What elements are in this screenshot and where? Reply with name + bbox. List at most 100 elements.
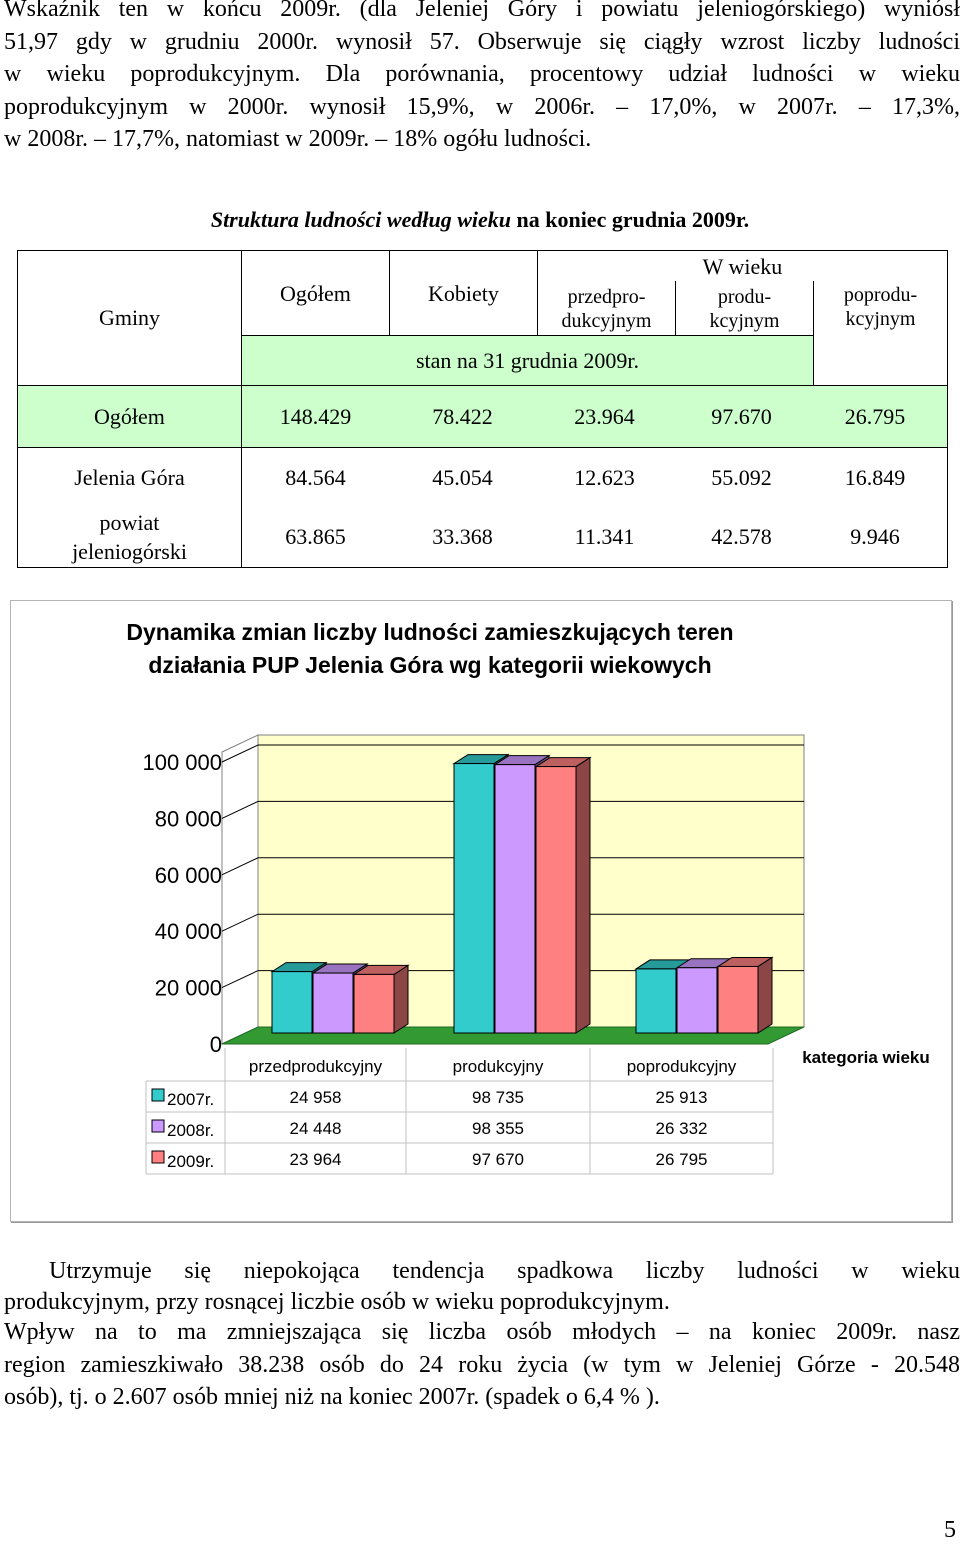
bar-side-2009r. [575, 756, 591, 1034]
table-caption: Struktura ludności według wieku na konie… [0, 207, 960, 233]
cell-przed: 12.623 [574, 464, 635, 490]
cell-popr: 16.849 [844, 464, 906, 490]
population-table: Gminy Ogółem Kobiety W wieku przedpro- d… [17, 250, 948, 568]
bar-2007r.-przedprodukcyjny [271, 971, 313, 1034]
cell-kobiety: 78.422 [432, 403, 493, 429]
col-header-gminy: Gminy [17, 250, 242, 386]
bar-2009r.-produkcyjny [535, 766, 577, 1034]
data-label: 97 670 [472, 1150, 524, 1169]
bar-2008r.-produkcyjny [494, 764, 536, 1034]
outro-line: osób), tj. o 2.607 osób mniej niż na kon… [4, 1384, 660, 1410]
col-header-przed-1: przedpro- [567, 286, 646, 308]
bar-2008r.-poprodukcyjny [676, 967, 718, 1034]
table-row: Jelenia Góra 84.564 45.054 12.623 55.092 16.… [17, 447, 948, 508]
page-number: 5 [944, 1517, 956, 1543]
cell-prod: 55.092 [711, 464, 772, 490]
col-header-prod-2: kcyjnym [709, 310, 780, 332]
cell-przed: 11.341 [574, 524, 635, 550]
bar-side-2009r. [393, 964, 409, 1034]
y-tick-label: 0 [210, 1032, 222, 1057]
legend-swatch-2008r. [151, 1119, 165, 1133]
y-tick-label: 40 000 [155, 919, 222, 944]
data-label: 98 735 [472, 1088, 524, 1107]
cell-popr: 26.795 [844, 403, 906, 429]
row-name-1: powiat [99, 510, 160, 536]
data-label: 26 332 [656, 1119, 708, 1138]
y-tick-label: 80 000 [155, 806, 222, 831]
cell-ogolem: 84.564 [285, 464, 346, 490]
intro-line: w wieku poprodukcyjnym. Dla porównania, … [4, 61, 960, 87]
row-name: Ogółem [17, 385, 242, 448]
cell-kobiety: 33.368 [432, 524, 493, 550]
outro-line: region zamieszkiwało 38.238 osób do 24 r… [4, 1351, 960, 1378]
intro-line: 51,97 gdy w grudniu 2000r. wynosił 57. O… [4, 28, 960, 55]
intro-line: poprodukcyjnym w 2000r. wynosił 15,9%, w… [4, 93, 960, 120]
cell-kobiety: 45.054 [432, 464, 493, 490]
bar-side-2009r. [757, 956, 773, 1034]
legend-swatch-2007r. [151, 1088, 165, 1102]
gridline [221, 913, 804, 932]
data-label: 24 958 [290, 1088, 342, 1107]
cell-ogolem: 148.429 [279, 403, 352, 429]
legend-label: 2008r. [167, 1121, 214, 1140]
bar-2009r.-przedprodukcyjny [353, 973, 395, 1034]
row-name: powiat jeleniogórski [17, 507, 242, 568]
table-row: Ogółem 148.429 78.422 23.964 97.670 26.795 [17, 385, 948, 448]
outro-paragraph: Utrzymuje się niepokojąca tendencja spad… [4, 1255, 960, 1414]
gridline [221, 800, 804, 819]
intro-paragraph: Wskaźnik ten w końcu 2009r. (dla Jelenie… [4, 0, 960, 156]
col-header-w-wieku: W wieku [537, 250, 948, 281]
cell-przed: 23.964 [574, 403, 635, 429]
col-header-przed-2: dukcyjnym [561, 310, 652, 332]
data-label: 23 964 [290, 1150, 342, 1169]
gridline [221, 857, 804, 876]
outro-line: produkcyjnym, przy rosnącej liczbie osób… [4, 1288, 670, 1315]
legend-label: 2009r. [167, 1152, 214, 1171]
gridline [221, 970, 804, 989]
row-values: 84.564 45.054 12.623 55.092 16.849 [241, 447, 948, 508]
chart-title-line-2: działania PUP Jelenia Góra wg kategorii … [148, 652, 712, 678]
col-header-popr-1: poprodu- [843, 283, 918, 306]
x-axis-title: kategoria wieku [802, 1048, 930, 1067]
outro-line: Utrzymuje się niepokojąca tendencja spad… [49, 1258, 960, 1284]
y-tick-label: 20 000 [155, 976, 222, 1001]
table-row: powiat jeleniogórski 63.865 33.368 11.341 4… [17, 507, 948, 568]
category-label: produkcyjny [453, 1057, 544, 1076]
chart-side-wall [221, 734, 259, 1045]
data-label: 26 795 [656, 1150, 708, 1169]
stan-na-dzien: stan na 31 grudnia 2009r. [241, 335, 814, 386]
row-values: 148.429 78.422 23.964 97.670 26.795 [241, 385, 948, 448]
category-label: przedprodukcyjny [249, 1057, 383, 1076]
row-name-2: jeleniogórski [72, 539, 187, 565]
table-caption-rest: na koniec grudnia 2009r. [510, 207, 750, 232]
y-tick-label: 100 000 [142, 750, 222, 775]
col-header-popr-2: kcyjnym [845, 307, 916, 330]
bar-2007r.-produkcyjny [453, 763, 495, 1034]
cell-prod: 42.578 [711, 524, 772, 550]
chart-title: Dynamika zmian liczby ludności zamieszku… [80, 616, 780, 682]
intro-line: Wskaźnik ten w końcu 2009r. (dla Jelenie… [4, 0, 960, 22]
col-header-produkcyjnym: produ- kcyjnym [675, 280, 814, 336]
data-label: 98 355 [472, 1119, 524, 1138]
outro-line: Wpływ na to ma zmniejszająca się liczba … [4, 1319, 960, 1345]
col-header-przedprodukcyjnym: przedpro- dukcyjnym [537, 280, 676, 336]
legend-label: 2007r. [167, 1090, 214, 1109]
cell-popr: 9.946 [850, 524, 900, 550]
y-tick-label: 60 000 [155, 863, 222, 888]
row-name: Jelenia Góra [17, 447, 242, 508]
row-values: 63.865 33.368 11.341 42.578 9.946 [241, 507, 948, 568]
legend-swatch-2009r. [151, 1150, 165, 1164]
intro-line: w 2008r. – 17,7%, natomiast w 2009r. – 1… [4, 126, 592, 152]
gridline [221, 744, 804, 763]
table-caption-italic: Struktura ludności według wieku [210, 207, 511, 232]
data-label: 25 913 [656, 1088, 708, 1107]
col-header-prod-1: produ- [717, 286, 772, 308]
cell-prod: 97.670 [711, 403, 772, 429]
col-header-poprodukcyjnym: poprodu- kcyjnym [813, 280, 948, 386]
bar-2009r.-poprodukcyjny [717, 965, 759, 1034]
bar-2007r.-poprodukcyjny [635, 968, 677, 1034]
chart-title-line-1: Dynamika zmian liczby ludności zamieszku… [126, 619, 734, 645]
category-label: poprodukcyjny [627, 1057, 737, 1076]
data-label: 24 448 [290, 1119, 342, 1138]
